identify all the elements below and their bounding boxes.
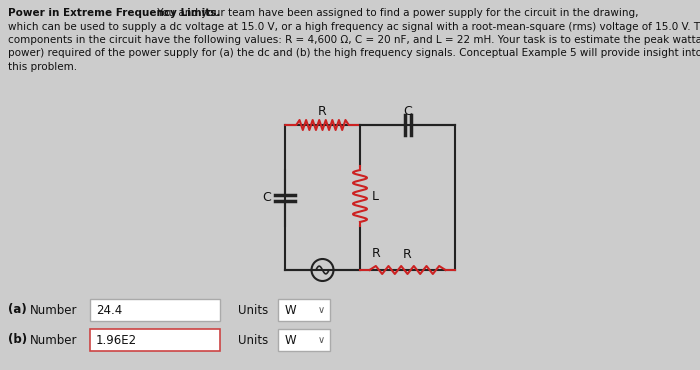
Text: R: R bbox=[403, 248, 412, 261]
Text: Number: Number bbox=[30, 333, 78, 346]
Text: R: R bbox=[318, 105, 327, 118]
Text: Units: Units bbox=[238, 333, 268, 346]
Text: 1.96E2: 1.96E2 bbox=[96, 333, 137, 346]
Text: R: R bbox=[372, 247, 381, 260]
Text: You and your team have been assigned to find a power supply for the circuit in t: You and your team have been assigned to … bbox=[153, 8, 638, 18]
Text: ∨: ∨ bbox=[318, 305, 325, 315]
Text: components in the circuit have the following values: R = 4,600 Ω, C = 20 nF, and: components in the circuit have the follo… bbox=[8, 35, 700, 45]
Text: W: W bbox=[285, 333, 297, 346]
FancyBboxPatch shape bbox=[90, 299, 220, 321]
Text: W: W bbox=[285, 303, 297, 316]
Text: this problem.: this problem. bbox=[8, 62, 77, 72]
Text: power) required of the power supply for (a) the dc and (b) the high frequency si: power) required of the power supply for … bbox=[8, 48, 700, 58]
Text: Units: Units bbox=[238, 303, 268, 316]
FancyBboxPatch shape bbox=[278, 299, 330, 321]
Text: (b): (b) bbox=[8, 333, 27, 346]
Text: C: C bbox=[262, 191, 271, 204]
FancyBboxPatch shape bbox=[278, 329, 330, 351]
Text: (a): (a) bbox=[8, 303, 27, 316]
Text: ∨: ∨ bbox=[318, 335, 325, 345]
Text: Power in Extreme Frequency Limits.: Power in Extreme Frequency Limits. bbox=[8, 8, 220, 18]
Text: L: L bbox=[372, 189, 379, 202]
Text: which can be used to supply a dc voltage at 15.0 V, or a high frequency ac signa: which can be used to supply a dc voltage… bbox=[8, 21, 700, 31]
Text: Number: Number bbox=[30, 303, 78, 316]
Text: 24.4: 24.4 bbox=[96, 303, 122, 316]
Text: C: C bbox=[403, 105, 412, 118]
FancyBboxPatch shape bbox=[90, 329, 220, 351]
